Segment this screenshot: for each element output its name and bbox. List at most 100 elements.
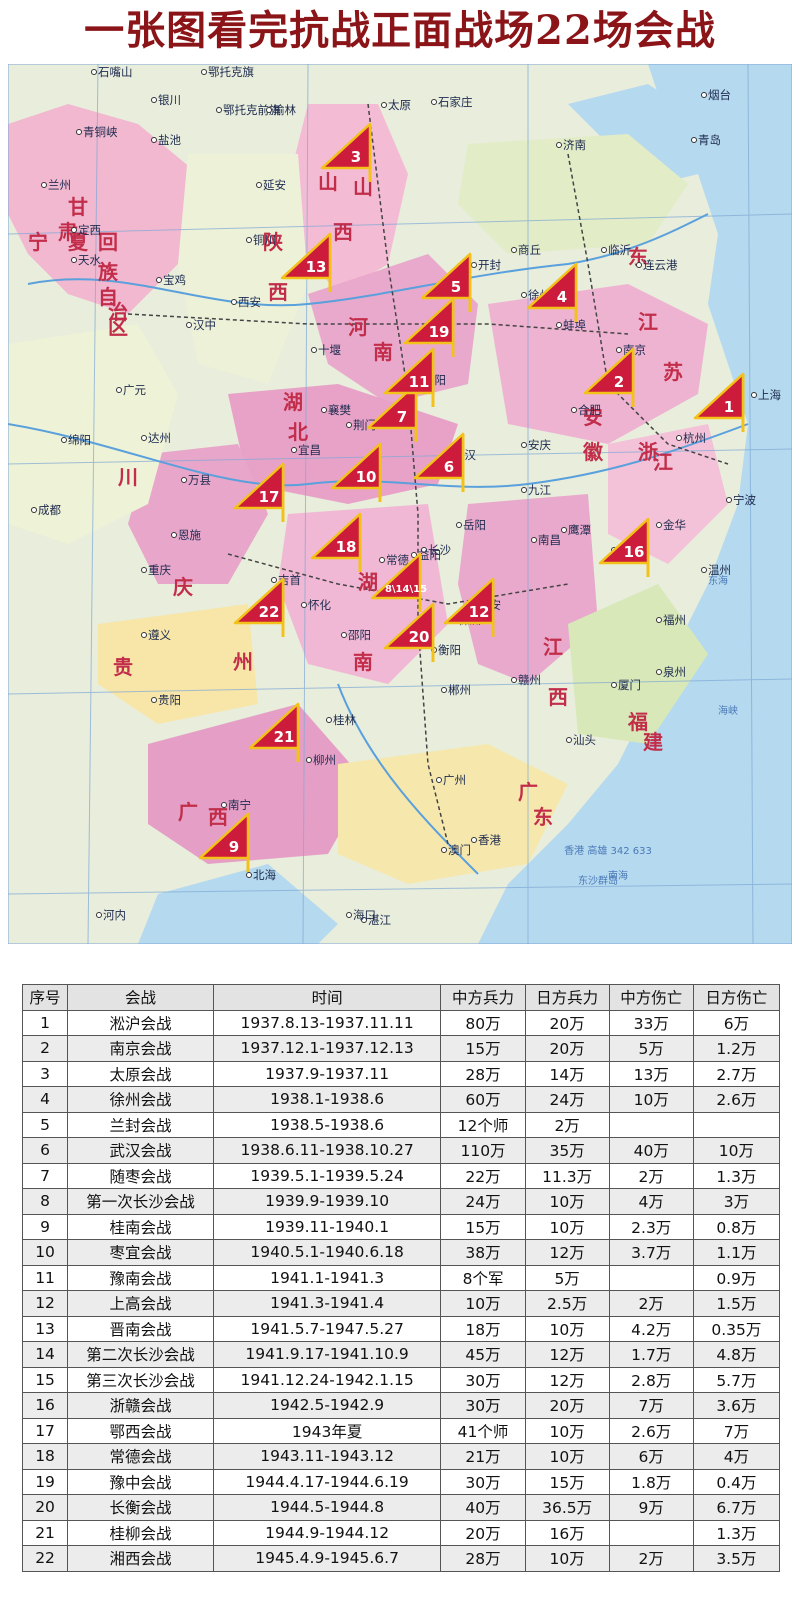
city-dot [76,129,82,135]
city-dot [246,872,252,878]
city-dot [156,277,162,283]
city-dot [381,102,387,108]
battle-flag[interactable]: 9 [198,812,250,872]
table-cell: 20万 [440,1519,526,1546]
table-cell: 15万 [440,1035,526,1062]
table-cell: 豫中会战 [67,1468,214,1495]
flag-number: 19 [429,323,450,341]
battle-flag[interactable]: 2 [583,347,635,407]
table-cell: 淞沪会战 [67,1009,214,1036]
city-dot [556,142,562,148]
table-cell: 长衡会战 [67,1494,214,1521]
table-cell: 10万 [440,1290,526,1317]
battle-flag[interactable]: 3 [320,122,372,182]
battle-flag[interactable]: 18 [310,512,362,572]
table-cell: 2.6万 [692,1086,781,1113]
table-cell: 41个师 [440,1417,526,1444]
city-dot [431,99,437,105]
city-dot [611,682,617,688]
place-label: 温州 [708,563,731,577]
city-dot [326,717,332,723]
region-sichuan [8,324,178,544]
battle-flag[interactable]: 4 [526,262,578,322]
place-label: 南宁 [228,798,251,812]
table-cell: 35万 [524,1137,610,1164]
table-row: 13 晋南会战 1941.5.7-1947.5.27 18万 10万 4.2万 0.35万 [21,1315,781,1342]
flag-banner [583,347,635,395]
city-dot [421,547,427,553]
city-dot [561,527,567,533]
table-cell: 1937.8.13-1937.11.11 [212,1009,442,1036]
table-cell: 3.6万 [692,1392,781,1419]
table-row: 22 湘西会战 1945.4.9-1945.6.7 28万 10万 2万 3.5万 [21,1545,781,1572]
province-label: 广 [518,780,538,804]
city-dot [311,347,317,353]
table-cell [608,1264,694,1291]
table-cell: 20 [21,1494,69,1521]
table-cell: 45万 [440,1341,526,1368]
table-row: 12 上高会战 1941.3-1941.4 10万 2.5万 2万 1.5万 [21,1290,781,1317]
battle-flag[interactable]: 22 [233,577,285,637]
place-label: 定西 [78,223,101,237]
table-cell: 徐州会战 [67,1086,214,1113]
place-label: 衡阳 [438,643,461,657]
battle-flag[interactable]: 11 [383,347,435,407]
table-cell: 4.2万 [608,1315,694,1342]
table-cell: 2万 [608,1162,694,1189]
city-dot [151,697,157,703]
city-dot [701,92,707,98]
battle-flag[interactable]: 5 [420,252,472,312]
province-label: 建 [643,730,663,754]
city-dot [186,322,192,328]
place-label: 天水 [78,253,101,267]
battle-flag[interactable]: 6 [413,432,465,492]
table-cell: 1.3万 [692,1162,781,1189]
city-dot [511,247,517,253]
table-cell: 1.8万 [608,1468,694,1495]
table-cell: 1.5万 [692,1290,781,1317]
table-body: 1 淞沪会战 1937.8.13-1937.11.11 80万 20万 33万 6万 2 南京会… [21,1009,781,1572]
flag-number: 11 [409,373,430,391]
table-cell: 2万 [608,1545,694,1572]
battle-flag[interactable]: 17 [233,462,285,522]
flag-banner [526,262,578,310]
place-label: 宝鸡 [163,273,186,287]
place-label: 石家庄 [438,95,473,109]
table-cell: 30万 [440,1468,526,1495]
battle-flag[interactable]: 1 [693,372,745,432]
table-row: 14 第二次长沙会战 1941.9.17-1941.10.9 45万 12万 1.7万 4.… [21,1341,781,1368]
place-label: 盐池 [158,133,181,147]
table-cell: 第三次长沙会战 [67,1366,214,1393]
flag-number: 13 [306,258,327,276]
table-cell: 19 [21,1468,69,1495]
table-cell: 1945.4.9-1945.6.7 [212,1545,442,1572]
battle-flag[interactable]: 8\14\15 [370,552,427,612]
table-cell: 10万 [524,1213,610,1240]
province-label: 福 [627,710,648,734]
battle-flag[interactable]: 12 [443,577,495,637]
province-label: 陕 [263,230,283,254]
battle-flag[interactable]: 20 [383,602,435,662]
battle-flag[interactable]: 21 [248,702,300,762]
table-cell: 15万 [440,1213,526,1240]
province-label: 北 [288,420,308,444]
place-label: 鹰潭 [568,523,591,537]
flag-number: 10 [356,468,377,486]
table-cell: 上高会战 [67,1290,214,1317]
city-dot [141,632,147,638]
battle-flag[interactable]: 19 [403,297,455,357]
table-cell: 1940.5.1-1940.6.18 [212,1239,442,1266]
battle-flag[interactable]: 16 [598,517,650,577]
table-cell: 12万 [524,1239,610,1266]
table-row: 2 南京会战 1937.12.1-1937.12.13 15万 20万 5万 1.2万 [21,1035,781,1062]
flag-number: 2 [614,373,624,391]
flag-number: 21 [274,728,295,746]
battle-flag[interactable]: 13 [280,232,332,292]
battle-flag[interactable]: 10 [330,442,382,502]
city-dot [441,687,447,693]
city-dot [379,557,385,563]
battle-table: 序号 会战 时间 中方兵力 日方兵力 中方伤亡 日方伤亡 1 淞沪会战 1937.8.13-19… [21,984,781,1572]
gulf-of-tonkin [138,864,338,944]
city-dot [71,227,77,233]
city-dot [171,532,177,538]
